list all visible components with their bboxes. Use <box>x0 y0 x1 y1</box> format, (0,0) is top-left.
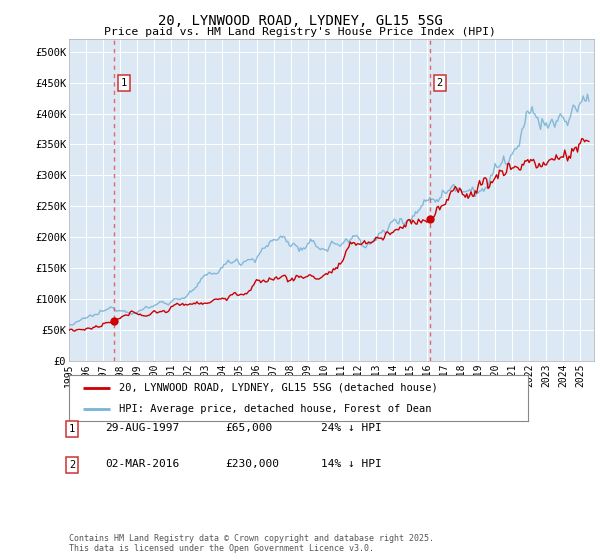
Text: 2: 2 <box>437 78 443 88</box>
Text: £65,000: £65,000 <box>225 423 272 433</box>
Text: 2: 2 <box>69 460 75 470</box>
Text: HPI: Average price, detached house, Forest of Dean: HPI: Average price, detached house, Fore… <box>119 404 432 414</box>
Text: Price paid vs. HM Land Registry's House Price Index (HPI): Price paid vs. HM Land Registry's House … <box>104 27 496 37</box>
Text: 1: 1 <box>69 424 75 434</box>
Text: 20, LYNWOOD ROAD, LYDNEY, GL15 5SG (detached house): 20, LYNWOOD ROAD, LYDNEY, GL15 5SG (deta… <box>119 382 438 393</box>
Text: 14% ↓ HPI: 14% ↓ HPI <box>321 459 382 469</box>
Text: 29-AUG-1997: 29-AUG-1997 <box>105 423 179 433</box>
Text: Contains HM Land Registry data © Crown copyright and database right 2025.
This d: Contains HM Land Registry data © Crown c… <box>69 534 434 553</box>
Text: 24% ↓ HPI: 24% ↓ HPI <box>321 423 382 433</box>
Text: 02-MAR-2016: 02-MAR-2016 <box>105 459 179 469</box>
Text: £230,000: £230,000 <box>225 459 279 469</box>
Text: 1: 1 <box>121 78 127 88</box>
Text: 20, LYNWOOD ROAD, LYDNEY, GL15 5SG: 20, LYNWOOD ROAD, LYDNEY, GL15 5SG <box>158 14 442 28</box>
